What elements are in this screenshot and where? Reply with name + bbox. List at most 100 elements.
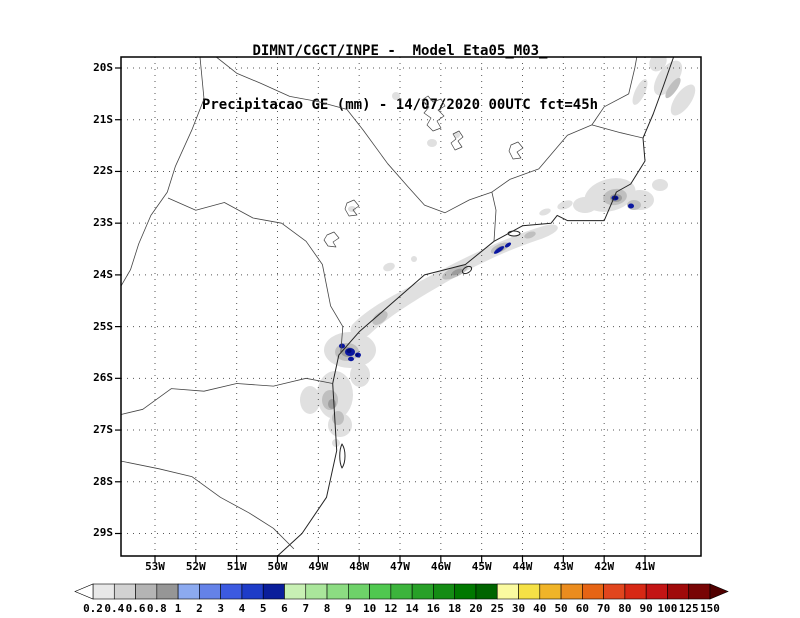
colorbar-segment bbox=[411, 583, 434, 600]
colorbar-tick-label: 0.2 bbox=[83, 602, 103, 615]
colorbar-segment bbox=[645, 583, 668, 600]
colorbar-tick-label: 40 bbox=[533, 602, 546, 615]
colorbar-segment bbox=[92, 583, 115, 600]
colorbar-left-arrow bbox=[74, 583, 94, 600]
colorbar-segment bbox=[433, 583, 455, 600]
colorbar-segment bbox=[603, 583, 626, 600]
precip-area-light bbox=[300, 386, 320, 414]
colorbar-tick-label: 18 bbox=[448, 602, 461, 615]
grid-lines bbox=[121, 57, 701, 556]
reservoir-outline bbox=[421, 95, 446, 132]
state-border-sc-rs bbox=[121, 460, 295, 550]
colorbar-segment bbox=[624, 583, 647, 600]
colorbar-segment bbox=[113, 583, 136, 600]
colorbar-segment bbox=[390, 583, 413, 600]
colorbar-tick-label: 4 bbox=[239, 602, 246, 615]
precip-area-rain-low bbox=[504, 242, 512, 248]
colorbar-tick-label: 3 bbox=[217, 602, 224, 615]
colorbar-tick-label: 14 bbox=[406, 602, 420, 615]
map-frame bbox=[120, 56, 702, 557]
colorbar-tick-label: 10 bbox=[363, 602, 376, 615]
precip-area-rain-high bbox=[614, 196, 618, 200]
precip-area-rain-high bbox=[355, 353, 359, 357]
colorbar-tick-label: 60 bbox=[576, 602, 589, 615]
colorbar-segment bbox=[305, 583, 328, 600]
precip-area-rain-high bbox=[346, 349, 352, 353]
colorbar-tick-label: 30 bbox=[512, 602, 525, 615]
colorbar-segment bbox=[560, 583, 583, 600]
reservoir-outline bbox=[344, 199, 360, 217]
colorbar-tick-label: 2 bbox=[196, 602, 203, 615]
colorbar-tick-label: 6 bbox=[281, 602, 288, 615]
colorbar-segment bbox=[369, 583, 392, 600]
colorbar-segment bbox=[135, 583, 158, 600]
state-border-pr-sc bbox=[121, 377, 333, 415]
colorbar-tick-label: 50 bbox=[554, 602, 567, 615]
precip-area-medium bbox=[372, 311, 388, 325]
colorbar-tick-label: 0.8 bbox=[147, 602, 167, 615]
precip-area-light bbox=[652, 179, 668, 191]
colorbar-tick-label: 150 bbox=[700, 602, 720, 615]
precip-area-light bbox=[411, 256, 417, 262]
precip-area-light bbox=[392, 92, 400, 100]
colorbar-segment bbox=[688, 583, 711, 600]
precip-area-light bbox=[454, 132, 460, 138]
colorbar-tick-label: 0.4 bbox=[104, 602, 124, 615]
colorbar-tick-label: 12 bbox=[384, 602, 397, 615]
state-border-sp-pr bbox=[167, 197, 344, 353]
precip-area-light bbox=[350, 363, 370, 387]
colorbar-right-arrow bbox=[709, 583, 729, 600]
coastline bbox=[277, 57, 675, 556]
precip-area-light bbox=[653, 60, 683, 96]
colorbar-tick-label: 20 bbox=[469, 602, 482, 615]
colorbar-segment bbox=[348, 583, 370, 600]
precip-area-medium bbox=[332, 411, 344, 425]
colorbar-tick-label: 16 bbox=[427, 602, 441, 615]
colorbar-segment bbox=[199, 583, 221, 600]
colorbar: 0.2 0.4 0.6 0.8 1 2 3 4 5 6 7 8 9 10 12 14 16 18 20 25 30 40 5… bbox=[74, 583, 729, 615]
precip-area-rain-low bbox=[348, 356, 354, 362]
precip-area-light bbox=[427, 139, 437, 147]
colorbar-tick-label: 0.6 bbox=[126, 602, 146, 615]
precip-area-medium bbox=[524, 231, 536, 239]
state-border-rj bbox=[491, 124, 644, 242]
precip-area-light bbox=[348, 206, 356, 212]
island-sao-sebastiao bbox=[461, 265, 473, 275]
precip-area-light bbox=[632, 79, 648, 105]
colorbar-segment bbox=[454, 583, 477, 600]
island-ilha-grande bbox=[507, 230, 521, 237]
colorbar-segment bbox=[582, 583, 604, 600]
island-florianopolis bbox=[339, 443, 346, 469]
colorbar-tick-label: 8 bbox=[324, 602, 331, 615]
colorbar-tick-label: 25 bbox=[491, 602, 504, 615]
axis-ticks bbox=[115, 67, 646, 562]
precip-area-heavy bbox=[328, 399, 336, 409]
state-border-es-mg bbox=[591, 57, 638, 126]
colorbar-segment bbox=[177, 583, 200, 600]
page-title: DIMNT/CGCT/INPE - Model Eta05_M03_ Preci… bbox=[0, 6, 800, 150]
colorbar-tick-label: 7 bbox=[302, 602, 309, 615]
precip-area-light bbox=[573, 197, 597, 213]
colorbar-segment bbox=[518, 583, 541, 600]
colorbar-tick-label: 1 bbox=[175, 602, 182, 615]
precip-area-light bbox=[539, 208, 551, 216]
precip-area-light bbox=[350, 224, 558, 339]
river-parana-border bbox=[121, 57, 205, 287]
precip-area-heavy bbox=[451, 268, 463, 276]
precip-area-rain-low bbox=[339, 343, 345, 349]
colorbar-segment bbox=[475, 583, 498, 600]
colorbar-segment bbox=[496, 583, 519, 600]
colorbar-segment bbox=[220, 583, 243, 600]
colorbar-tick-label: 9 bbox=[345, 602, 352, 615]
colorbar-segment bbox=[284, 583, 307, 600]
colorbar-tick-label: 80 bbox=[618, 602, 631, 615]
precip-area-rain-low bbox=[628, 203, 634, 209]
colorbar-segment bbox=[262, 583, 285, 600]
title-line-2: Precipitacao GE (mm) - 14/07/2020 00UTC … bbox=[201, 97, 599, 113]
precip-area-light bbox=[670, 84, 696, 116]
precip-area-light bbox=[383, 262, 395, 272]
precip-area-light bbox=[557, 200, 573, 210]
colorbar-segment bbox=[156, 583, 179, 600]
